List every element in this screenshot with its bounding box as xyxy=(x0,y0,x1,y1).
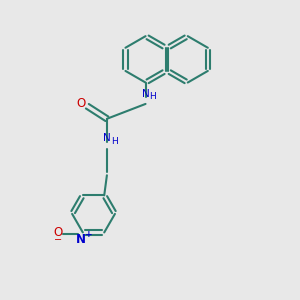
Text: O: O xyxy=(76,98,86,110)
Text: O: O xyxy=(53,226,62,239)
Text: −: − xyxy=(53,236,62,245)
Text: N: N xyxy=(142,88,149,99)
Text: N: N xyxy=(103,133,111,143)
Text: H: H xyxy=(150,92,156,101)
Text: +: + xyxy=(85,230,93,239)
Text: N: N xyxy=(76,233,86,246)
Text: H: H xyxy=(111,136,118,146)
